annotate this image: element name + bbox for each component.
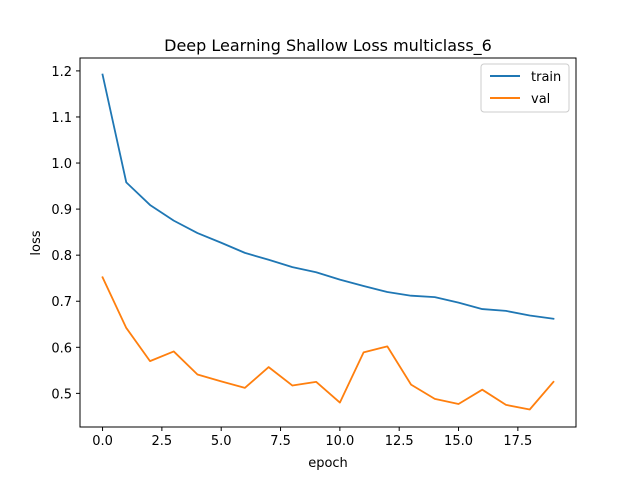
series-line-val	[101, 276, 555, 411]
x-tick-label: 2.5	[152, 434, 173, 449]
chart-title: Deep Learning Shallow Loss multiclass_6	[164, 36, 492, 56]
x-tick-label: 15.0	[444, 434, 473, 449]
legend-label-val: val	[531, 92, 550, 107]
x-axis-ticks: 0.0 2.5 5.0 7.5 10.0 12.5 15.0 17.5	[92, 427, 532, 449]
y-tick-label: 1.2	[51, 65, 72, 80]
y-tick-label: 0.8	[51, 249, 72, 264]
y-tick-label: 1.1	[51, 111, 72, 126]
x-tick-label: 10.0	[325, 434, 354, 449]
y-axis-ticks: 0.5 0.6 0.7 0.8 0.9 1.0 1.1 1.2	[51, 65, 80, 402]
plot-area-frame	[79, 57, 577, 428]
x-tick-label: 5.0	[211, 434, 232, 449]
legend: train val	[480, 63, 570, 113]
x-tick-label: 17.5	[503, 434, 532, 449]
y-tick-label: 0.9	[51, 203, 72, 218]
x-tick-label: 12.5	[385, 434, 414, 449]
series-lines	[101, 73, 555, 411]
y-tick-label: 0.7	[51, 295, 72, 310]
legend-label-train: train	[531, 70, 561, 85]
y-tick-label: 0.5	[51, 387, 72, 402]
y-tick-label: 0.6	[51, 341, 72, 356]
y-tick-label: 1.0	[51, 157, 72, 172]
y-axis-label: loss	[29, 230, 44, 255]
series-line-train	[101, 73, 555, 320]
x-tick-label: 7.5	[270, 434, 291, 449]
x-axis-label: epoch	[308, 456, 348, 471]
x-tick-label: 0.0	[92, 434, 113, 449]
